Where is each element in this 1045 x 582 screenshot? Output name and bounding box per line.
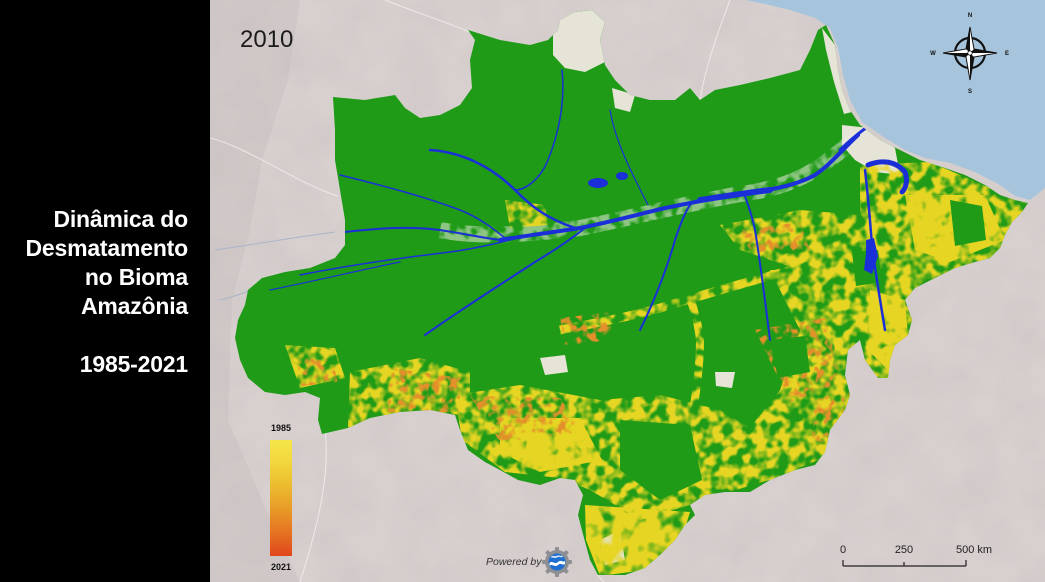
border-line [699, 0, 731, 101]
scale-label-0: 0 [840, 544, 846, 556]
title-line-2: Desmatamento [25, 235, 189, 261]
river-xingu [744, 195, 771, 341]
lakes [588, 172, 878, 274]
border-line [210, 137, 339, 197]
legend-start-label: 1985 [270, 423, 292, 433]
compass-center [967, 50, 973, 56]
river-amazon-wide [697, 187, 773, 203]
reservoir-balbina [616, 172, 628, 180]
biome-overlays [269, 10, 1028, 575]
legend-color-ramp [270, 440, 292, 556]
deforestation-recent [388, 368, 462, 412]
roraima-savanna [553, 10, 605, 72]
compass-west-label: W [930, 51, 936, 57]
savanna-patch [715, 372, 735, 388]
river-purus [299, 234, 531, 276]
country-borders [210, 0, 731, 582]
forest-block-kayapo [770, 336, 810, 378]
deforestation-recent [296, 358, 338, 386]
savanna-patch [540, 355, 568, 375]
period-label: 1985-2021 [79, 351, 188, 377]
title-spacer [0, 321, 188, 350]
river-napo [214, 231, 336, 251]
deforestation-road-br163 [684, 288, 705, 431]
amapa-coastal-strip [822, 28, 852, 114]
compass-north-label: N [968, 13, 972, 19]
logo-wave [549, 560, 565, 566]
river-trombetas [609, 109, 649, 206]
compass-star-shade [966, 27, 970, 53]
river-branco [514, 69, 564, 191]
compass-south-label: S [968, 89, 972, 95]
deforestation-core [585, 505, 690, 575]
year-label: 2010 [240, 26, 294, 53]
compass-star-shade [970, 49, 997, 53]
scale-bar: 0 250 500 km [840, 544, 992, 567]
forest-block-xingu [620, 420, 702, 500]
deforestation-recent [560, 312, 612, 345]
scale-bar-line [842, 560, 967, 567]
deforestation-recent [470, 396, 582, 442]
reservoir-tucurui [864, 238, 878, 274]
map-title: Dinâmica do Desmatamento no Bioma Amazôn… [0, 205, 189, 379]
border-line [597, 574, 605, 582]
logo-globe [548, 553, 566, 571]
compass-star-shade [970, 53, 974, 80]
border-line [299, 431, 327, 582]
river-para [865, 159, 909, 195]
river-jurua [269, 261, 401, 291]
title-line-1: Dinâmica do [53, 206, 188, 232]
deforestation-area-manaus [505, 200, 548, 228]
river-japura [339, 174, 506, 239]
compass-east-label: E [1005, 51, 1009, 57]
map-canvas [210, 0, 1045, 582]
river-amazon [498, 133, 860, 242]
scale-label-500: 500 km [956, 544, 992, 556]
legend-end-label: 2021 [270, 562, 292, 572]
river-madeira [424, 227, 586, 336]
rivers [269, 69, 909, 341]
title-line-3: no Bioma [84, 264, 188, 290]
logo-wave [551, 555, 563, 558]
earth-engine-logo-icon [542, 547, 572, 577]
river-tapajos [639, 204, 691, 331]
compass-star-shade [943, 53, 970, 57]
attribution-text: Powered by [486, 556, 542, 568]
border-line [384, 0, 471, 33]
title-panel: Dinâmica do Desmatamento no Bioma Amazôn… [0, 0, 210, 582]
scale-label-250: 250 [895, 544, 913, 556]
compass-rose-icon: N S E W [930, 13, 1009, 95]
forest-block-gurupi [950, 200, 986, 246]
lake [588, 178, 608, 188]
title-line-4: Amazônia [80, 293, 188, 319]
river-solimoes [344, 226, 501, 241]
